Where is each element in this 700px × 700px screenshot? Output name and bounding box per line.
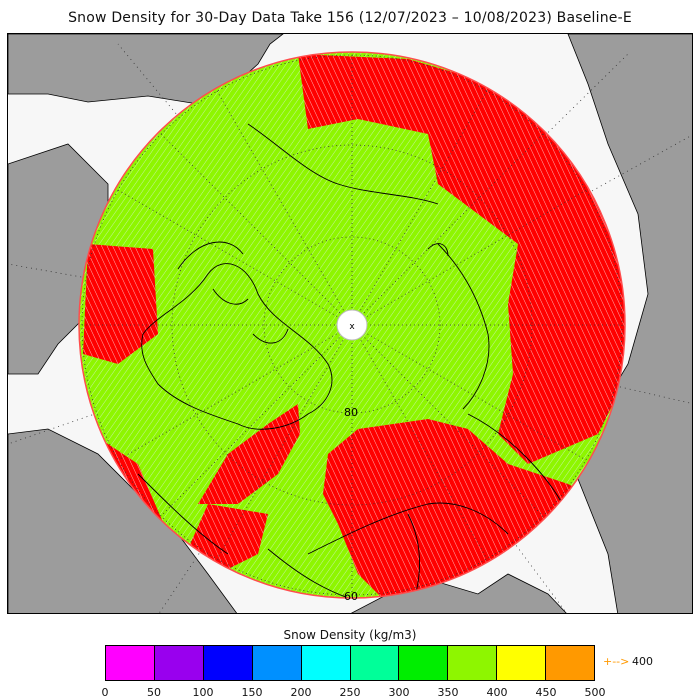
- coastlines: [137, 123, 569, 598]
- legend-overflow-arrow-icon: +-->: [603, 655, 630, 668]
- disc-edge: [78, 51, 626, 599]
- color-legend-bar: [105, 645, 595, 681]
- legend-tick: 50: [147, 686, 161, 699]
- legend-swatch-50-100: [154, 646, 204, 680]
- region-red-west: [83, 244, 158, 364]
- legend-title: Snow Density (kg/m3): [283, 628, 417, 642]
- legend-tick: 350: [437, 686, 459, 699]
- legend-tick: 300: [388, 686, 410, 699]
- polar-map: x 80 60: [8, 34, 692, 613]
- legend-tick: 200: [290, 686, 312, 699]
- legend-tick: 500: [584, 686, 606, 699]
- legend-swatch-100-150: [203, 646, 253, 680]
- map-title: Snow Density for 30-Day Data Take 156 (1…: [68, 10, 632, 26]
- pole-marker: x: [349, 322, 355, 332]
- legend-tick: 450: [535, 686, 557, 699]
- legend-swatch-250-300: [350, 646, 400, 680]
- legend-tick: 400: [486, 686, 508, 699]
- legend-swatch-350-400: [448, 646, 498, 680]
- legend-tick: 250: [339, 686, 361, 699]
- region-red-scandinavia: [198, 404, 300, 504]
- graticule-inner: [81, 54, 623, 596]
- latitude-label-80: 80: [344, 406, 358, 419]
- legend-overflow-label: 400: [632, 655, 653, 668]
- legend-swatch-400-450: [497, 646, 547, 680]
- legend-swatch-200-250: [301, 646, 351, 680]
- legend-swatch-300-350: [399, 646, 449, 680]
- legend-swatch-0-50: [106, 646, 155, 680]
- legend-tick: 0: [101, 686, 109, 699]
- region-red-east: [298, 54, 625, 464]
- legend-tick: 100: [192, 686, 214, 699]
- legend-tick: 150: [241, 686, 263, 699]
- legend-swatch-450-500: [546, 646, 595, 680]
- pole-hole: [336, 309, 368, 341]
- map-panel: x 80 60: [7, 33, 693, 614]
- legend-swatch-150-200: [252, 646, 302, 680]
- latitude-label-60: 60: [344, 590, 358, 603]
